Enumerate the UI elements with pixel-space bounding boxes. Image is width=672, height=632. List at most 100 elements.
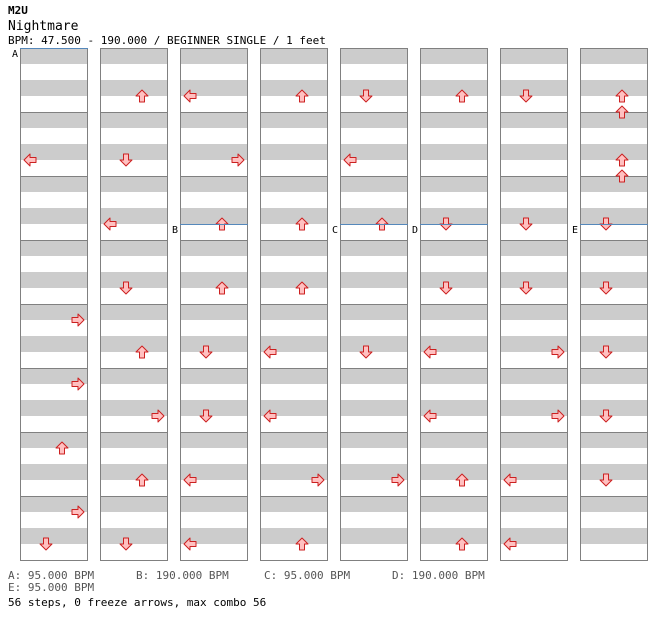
beat-stripe: [340, 432, 408, 448]
arrow-right-icon: [311, 473, 325, 487]
beat-stripe: [580, 432, 648, 448]
beat-stripe: [100, 144, 168, 160]
chart-info: BPM: 47.500 - 190.000 / BEGINNER SINGLE …: [8, 34, 326, 47]
beat-stripe: [580, 48, 648, 64]
beat-stripe: [500, 272, 568, 288]
beat-stripe: [420, 336, 488, 352]
arrow-down-icon: [39, 537, 53, 551]
beat-stripe: [420, 144, 488, 160]
bpm-legend-d: D: 190.000 BPM: [392, 569, 485, 582]
beat-stripe: [260, 208, 328, 224]
beat-stripe: [500, 48, 568, 64]
beat-stripe: [100, 240, 168, 256]
beat-stripe: [20, 496, 88, 512]
arrow-right-icon: [231, 153, 245, 167]
arrow-down-icon: [599, 345, 613, 359]
beat-stripe: [260, 304, 328, 320]
arrow-left-icon: [183, 89, 197, 103]
step-summary: 56 steps, 0 freeze arrows, max combo 56: [8, 596, 267, 609]
beat-stripe: [180, 272, 248, 288]
beat-stripe: [100, 368, 168, 384]
arrow-up-icon: [55, 441, 69, 455]
artist-label: M2U: [8, 4, 28, 17]
beat-stripe: [420, 208, 488, 224]
arrow-down-icon: [519, 89, 533, 103]
beat-stripe: [20, 240, 88, 256]
arrow-up-icon: [455, 89, 469, 103]
bpm-marker-b: B: [172, 225, 178, 236]
beat-stripe: [340, 208, 408, 224]
arrow-right-icon: [71, 313, 85, 327]
arrow-up-icon: [135, 89, 149, 103]
beat-stripe: [180, 528, 248, 544]
beat-stripe: [500, 400, 568, 416]
beat-stripe: [340, 112, 408, 128]
arrow-right-icon: [71, 377, 85, 391]
beat-stripe: [500, 176, 568, 192]
beat-stripe: [180, 144, 248, 160]
beat-stripe: [260, 112, 328, 128]
beat-stripe: [260, 528, 328, 544]
arrow-down-icon: [359, 89, 373, 103]
beat-stripe: [20, 336, 88, 352]
beat-stripe: [100, 176, 168, 192]
beat-stripe: [420, 80, 488, 96]
chart-column-3: [180, 48, 248, 561]
beat-stripe: [20, 432, 88, 448]
chart-column-2: [100, 48, 168, 561]
beat-stripe: [580, 336, 648, 352]
beat-stripe: [580, 112, 648, 128]
arrow-left-icon: [263, 409, 277, 423]
beat-stripe: [20, 80, 88, 96]
beat-stripe: [20, 48, 88, 64]
arrow-down-icon: [599, 409, 613, 423]
beat-stripe: [260, 176, 328, 192]
beat-stripe: [100, 528, 168, 544]
beat-stripe: [340, 368, 408, 384]
arrow-down-icon: [119, 537, 133, 551]
beat-stripe: [340, 464, 408, 480]
beat-stripe: [100, 80, 168, 96]
beat-stripe: [260, 496, 328, 512]
chart-column-6: [420, 48, 488, 561]
arrow-down-icon: [119, 281, 133, 295]
beat-stripe: [340, 240, 408, 256]
beat-stripe: [20, 464, 88, 480]
beat-stripe: [500, 240, 568, 256]
bpm-marker-c: C: [332, 225, 338, 236]
beat-stripe: [20, 112, 88, 128]
beat-stripe: [340, 496, 408, 512]
arrow-up-icon: [295, 217, 309, 231]
beat-stripe: [20, 528, 88, 544]
arrow-left-icon: [183, 473, 197, 487]
beat-stripe: [420, 400, 488, 416]
beat-stripe: [180, 336, 248, 352]
beat-stripe: [180, 240, 248, 256]
beat-stripe: [180, 48, 248, 64]
arrow-up-icon: [295, 537, 309, 551]
beat-stripe: [420, 368, 488, 384]
beat-stripe: [420, 272, 488, 288]
chart-column-7: [500, 48, 568, 561]
arrow-up-icon: [455, 537, 469, 551]
arrow-up-icon: [615, 105, 629, 119]
beat-stripe: [180, 304, 248, 320]
arrow-right-icon: [551, 409, 565, 423]
beat-stripe: [260, 144, 328, 160]
arrow-down-icon: [599, 281, 613, 295]
arrow-up-icon: [295, 281, 309, 295]
beat-stripe: [500, 112, 568, 128]
beat-stripe: [420, 496, 488, 512]
beat-stripe: [180, 176, 248, 192]
beat-stripe: [20, 272, 88, 288]
arrow-up-icon: [455, 473, 469, 487]
beat-stripe: [340, 48, 408, 64]
beat-stripe: [20, 368, 88, 384]
arrow-up-icon: [135, 473, 149, 487]
beat-stripe: [100, 48, 168, 64]
beat-stripe: [500, 80, 568, 96]
beat-stripe: [340, 176, 408, 192]
beat-stripe: [500, 336, 568, 352]
beat-stripe: [260, 400, 328, 416]
arrow-right-icon: [551, 345, 565, 359]
